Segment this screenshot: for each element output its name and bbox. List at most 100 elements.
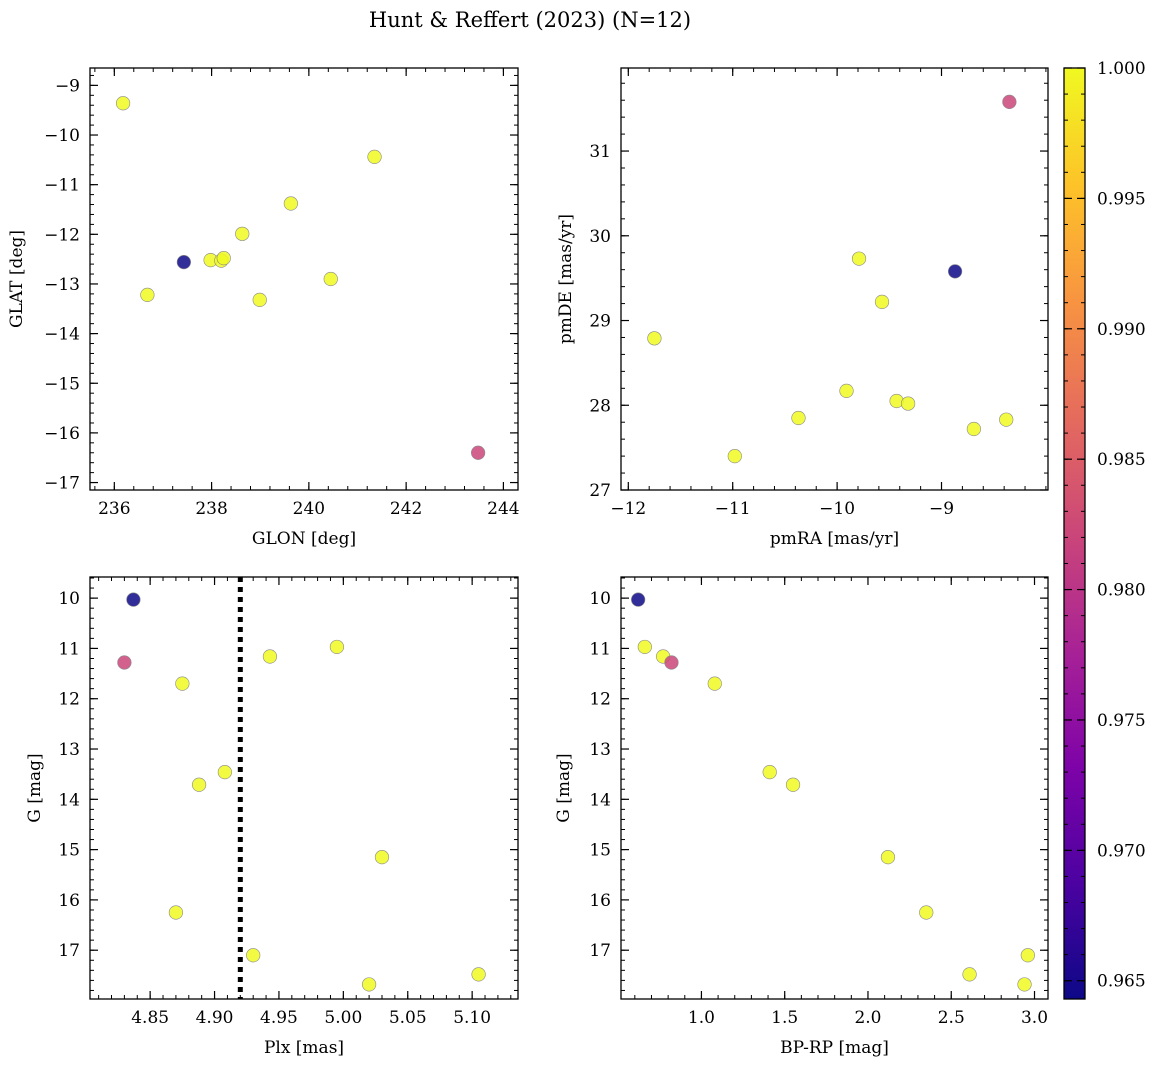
x-tick-label: 1.5 — [771, 1008, 798, 1028]
data-point — [252, 292, 267, 307]
data-point — [791, 410, 806, 426]
data-point — [919, 905, 934, 920]
panel-2: −12 −11 −10 −9 27 28 29 30 31 pmRA [mas/yr] pmDE [… — [556, 67, 1049, 549]
y-tick-label: −10 — [44, 126, 80, 146]
y-tick-label: 16 — [589, 891, 611, 911]
x-tick-label: 3.0 — [1021, 1008, 1048, 1028]
data-point — [727, 449, 742, 464]
data-point — [115, 96, 131, 111]
y-tick-label: 14 — [58, 790, 80, 810]
x-tick-label: 4.95 — [260, 1008, 298, 1028]
data-point — [947, 264, 963, 279]
y-tick-label: 15 — [589, 841, 611, 861]
x-tick-label: 240 — [293, 499, 325, 519]
y-tick-label: 15 — [58, 841, 80, 861]
colorbar-tick-label: 0.980 — [1097, 581, 1146, 601]
data-point — [374, 850, 390, 865]
y-tick-label: −13 — [44, 275, 80, 295]
x-tick-label: 242 — [390, 499, 422, 519]
y-tick-label: 16 — [58, 891, 80, 911]
figure-title: Hunt & Reffert (2023) (N=12) — [369, 8, 691, 32]
y-tick-label: −15 — [44, 374, 80, 394]
data-point — [367, 149, 382, 164]
axes-frame — [89, 67, 519, 491]
x-tick-label: 1.0 — [688, 1008, 715, 1028]
data-point — [217, 765, 232, 780]
data-point — [637, 639, 652, 655]
panel-3: 4.85 4.90 4.95 5.00 5.05 5.10 10 11 12 13 14 15 16 17… — [25, 576, 519, 1058]
data-point — [362, 977, 377, 992]
data-point — [901, 396, 916, 411]
data-point — [999, 412, 1014, 427]
x-tick-label: −9 — [929, 499, 954, 519]
y-tick-label: −16 — [44, 424, 80, 444]
colorbar-tick-label: 0.990 — [1097, 320, 1146, 340]
data-point — [126, 592, 141, 607]
y-tick-label: 13 — [589, 740, 611, 760]
colorbar-scale — [1063, 67, 1086, 1000]
y-axis-label: pmDE [mas/yr] — [556, 214, 576, 344]
data-point — [880, 850, 896, 865]
x-tick-label: 244 — [487, 499, 519, 519]
data-point — [471, 445, 486, 460]
y-tick-label: −9 — [55, 76, 80, 96]
data-point — [140, 287, 155, 302]
x-tick-label: 5.05 — [389, 1008, 427, 1028]
data-point — [246, 948, 261, 963]
data-point — [631, 592, 646, 607]
colorbar-tick-label: 1.000 — [1097, 59, 1146, 79]
colorbar-tick-label: 0.985 — [1097, 450, 1146, 470]
y-tick-label: 17 — [589, 941, 611, 961]
colorbar-tick-label: 0.975 — [1097, 711, 1146, 731]
x-axis-label: pmRA [mas/yr] — [770, 529, 899, 549]
x-tick-label: 4.85 — [131, 1008, 169, 1028]
y-tick-label: 27 — [589, 481, 611, 501]
data-point — [1002, 94, 1017, 109]
axes-frame — [620, 67, 1049, 491]
y-tick-label: 29 — [589, 312, 611, 332]
y-tick-label: −12 — [44, 225, 80, 245]
data-point — [785, 777, 801, 792]
y-tick-label: −17 — [44, 474, 80, 494]
colorbar-tick-label: 0.970 — [1097, 841, 1146, 861]
y-tick-label: −14 — [44, 325, 80, 345]
x-tick-label: −11 — [715, 499, 751, 519]
data-point — [168, 905, 184, 920]
data-point — [117, 655, 132, 670]
y-tick-label: 28 — [589, 396, 611, 416]
axes-frame — [620, 576, 1049, 1000]
data-point — [329, 639, 345, 655]
x-axis-label: Plx [mas] — [264, 1038, 344, 1058]
data-point — [175, 676, 190, 691]
data-point — [966, 421, 981, 437]
data-point — [851, 251, 867, 266]
y-tick-label: 12 — [58, 690, 80, 710]
x-tick-label: 4.90 — [196, 1008, 234, 1028]
y-tick-label: 31 — [589, 142, 611, 162]
data-point — [647, 331, 662, 346]
data-point — [874, 294, 890, 309]
data-point — [471, 967, 486, 982]
data-point — [283, 196, 298, 211]
data-point — [962, 967, 977, 982]
data-point — [191, 777, 207, 792]
x-tick-label: 5.10 — [453, 1008, 491, 1028]
panel-4: 1.0 1.5 2.0 2.5 3.0 10 11 12 13 14 15 16 17 BP-RP [ma… — [554, 576, 1049, 1058]
y-tick-label: 30 — [589, 227, 611, 247]
x-tick-label: −10 — [819, 499, 855, 519]
x-tick-label: −12 — [610, 499, 646, 519]
x-axis-label: BP-RP [mag] — [780, 1038, 889, 1058]
x-tick-label: 236 — [98, 499, 130, 519]
y-tick-label: −11 — [44, 176, 80, 196]
x-tick-label: 2.0 — [854, 1008, 881, 1028]
colorbar-tick-label: 0.965 — [1097, 972, 1146, 992]
panels: 236 238 240 242 244−17−16−15−14−13−12−11−10−… — [7, 67, 1049, 1058]
data-point — [762, 765, 777, 780]
y-tick-label: 11 — [589, 639, 611, 659]
x-axis-label: GLON [deg] — [252, 529, 356, 549]
y-tick-label: 17 — [58, 941, 80, 961]
data-point — [839, 383, 854, 398]
x-tick-label: 5.00 — [324, 1008, 362, 1028]
data-point — [664, 655, 679, 670]
